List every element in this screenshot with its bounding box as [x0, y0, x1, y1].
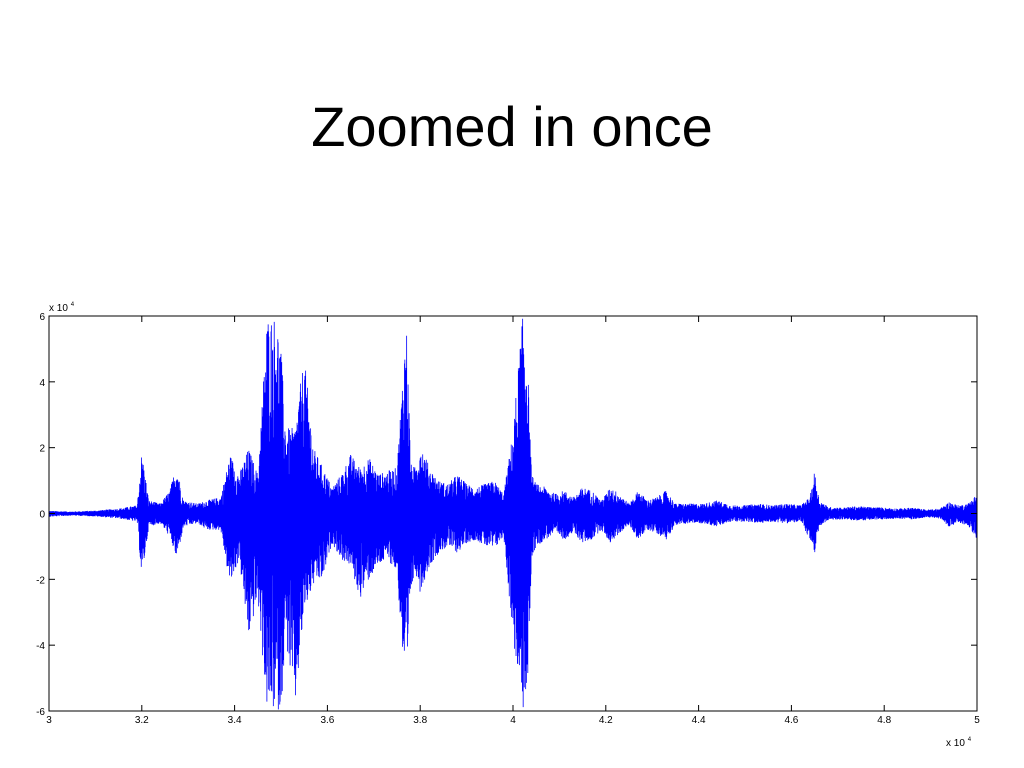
x-tick-label: 3.6 — [320, 715, 334, 726]
x-tick-label: 5 — [974, 715, 980, 726]
x-axis-scale-label: x 10 4 — [946, 737, 972, 749]
y-tick-label: 6 — [39, 312, 45, 323]
y-axis: -6 -4 -2 0 2 4 6 — [36, 312, 977, 718]
x-axis: 3 3.2 3.4 3.6 3.8 4 4.2 4.4 4.6 4.8 5 — [46, 316, 980, 726]
y-tick-label: -4 — [36, 641, 45, 652]
y-tick-label: -6 — [36, 707, 45, 718]
slide-title: Zoomed in once — [311, 95, 713, 158]
y-tick-label: 4 — [39, 378, 45, 389]
x-tick-label: 3 — [46, 715, 52, 726]
x-tick-label: 4 — [510, 715, 516, 726]
y-tick-label: 0 — [39, 510, 45, 521]
x-tick-label: 3.4 — [228, 715, 242, 726]
x-tick-label: 3.2 — [135, 715, 149, 726]
x-tick-label: 4.6 — [784, 715, 798, 726]
y-tick-label: 2 — [39, 444, 45, 455]
plot-area — [48, 318, 978, 710]
y-tick-label: -2 — [36, 575, 45, 586]
x-tick-label: 3.8 — [413, 715, 427, 726]
x-tick-label: 4.4 — [692, 715, 706, 726]
x-tick-label: 4.2 — [599, 715, 613, 726]
y-axis-scale-label: x 10 4 — [49, 302, 75, 314]
x-tick-label: 4.8 — [877, 715, 891, 726]
signal-line — [48, 318, 978, 710]
